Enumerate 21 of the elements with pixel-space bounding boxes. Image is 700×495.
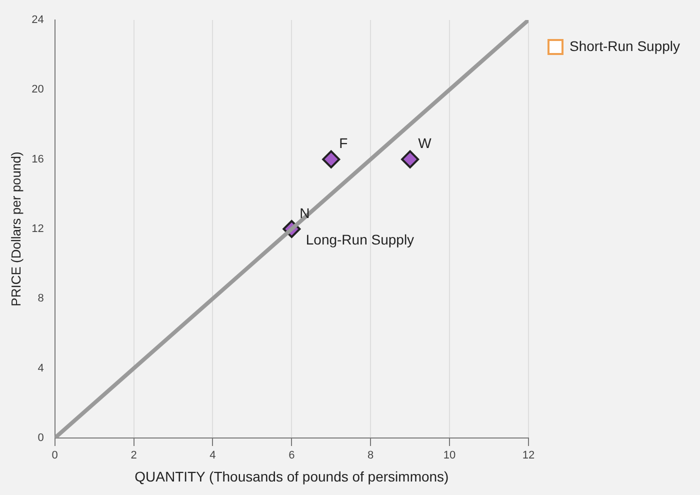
y-tick-label: 0 [38,432,44,444]
x-tick-label: 0 [52,450,58,462]
y-tick-label: 12 [32,223,44,236]
legend-label: Short-Run Supply [569,38,680,54]
x-tick-label: 2 [130,450,137,462]
annotation: W [418,135,432,152]
y-tick-label: 8 [38,292,44,305]
y-tick-label: 24 [32,14,44,26]
y-tick-label: 4 [38,362,44,374]
x-tick-label: 4 [210,450,216,462]
x-tick-label: 12 [522,450,535,462]
y-tick-label: 20 [32,84,44,96]
annotation: Long-Run Supply [306,232,414,248]
annotation: F [339,135,348,152]
annotation: N [300,204,310,221]
x-axis-title: QUANTITY (Thousands of pounds of persimmons) [134,468,449,484]
y-axis-title: PRICE (Dollars per pound) [8,152,24,306]
x-tick-label: 10 [443,450,456,462]
x-tick-label: 8 [368,450,374,462]
y-tick-label: 16 [32,153,44,166]
x-tick-label: 6 [288,450,295,462]
